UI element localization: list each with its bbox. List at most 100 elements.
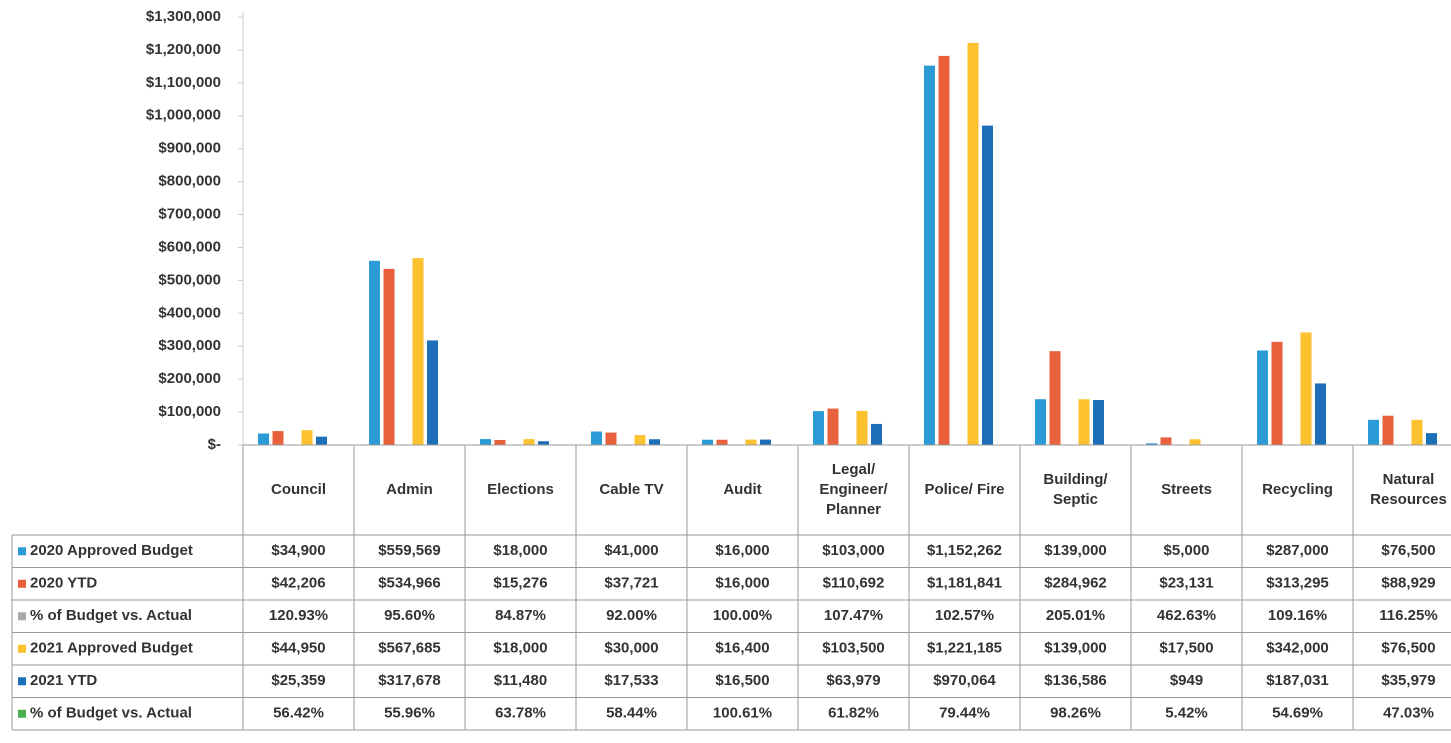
- bar: [827, 408, 839, 445]
- table-value: 116.25%: [1379, 607, 1437, 624]
- bar: [494, 439, 506, 445]
- x-tick-label: Audit: [723, 481, 762, 498]
- table-value: 120.93%: [269, 607, 328, 624]
- table-value: $284,962: [1044, 575, 1107, 592]
- table-value: $559,569: [378, 542, 441, 559]
- bar: [1078, 399, 1090, 445]
- bar: [871, 423, 882, 445]
- bar: [924, 65, 935, 445]
- table-value: $44,950: [271, 640, 325, 657]
- bar: [383, 268, 395, 445]
- table-value: $16,400: [715, 640, 769, 657]
- table-value: $17,500: [1159, 640, 1213, 657]
- bar: [1049, 351, 1061, 445]
- category-cell: Council: [271, 481, 326, 498]
- bar: [1411, 419, 1423, 445]
- legend-label: 2021 Approved Budget: [30, 640, 193, 657]
- legend-label: 2020 Approved Budget: [30, 542, 193, 559]
- legend-label: 2020 YTD: [30, 575, 97, 592]
- bar: [1315, 383, 1326, 445]
- table-value: 79.44%: [939, 705, 990, 722]
- table-value: 54.69%: [1272, 705, 1323, 722]
- table-value: $11,480: [494, 672, 547, 689]
- bar: [538, 441, 549, 445]
- bar: [1160, 437, 1172, 445]
- table-value: 55.96%: [384, 705, 435, 722]
- legend-swatch: [18, 547, 26, 556]
- table-value: $42,206: [271, 575, 325, 592]
- table-value: $139,000: [1044, 640, 1107, 657]
- bar: [1368, 419, 1379, 445]
- table-value: 107.47%: [824, 607, 883, 624]
- bar: [591, 431, 602, 445]
- x-tick-label: Legal/ Engineer/ Planner: [819, 461, 888, 518]
- table-value: $25,359: [271, 672, 325, 689]
- category-cell: Police/ Fire: [924, 481, 1005, 498]
- bar: [649, 439, 660, 445]
- table-value: 100.00%: [713, 607, 772, 624]
- legend-swatch: [18, 579, 26, 588]
- x-tick-label: Recycling: [1262, 481, 1333, 498]
- table-value: 56.42%: [273, 705, 324, 722]
- table-value: $110,692: [823, 575, 885, 592]
- table-value: $1,152,262: [927, 542, 1002, 559]
- category-cell: Elections: [487, 481, 554, 498]
- bar: [1300, 332, 1312, 445]
- table-value: $287,000: [1266, 542, 1329, 559]
- table-value: 205.01%: [1046, 607, 1105, 624]
- table-value: $1,221,185: [927, 640, 1002, 657]
- x-tick-label: Building/ Septic: [1043, 471, 1108, 508]
- y-tick-label: $1,000,000: [146, 107, 221, 124]
- table-value: 98.26%: [1050, 705, 1101, 722]
- table-value: $16,000: [715, 542, 769, 559]
- bar: [813, 411, 824, 445]
- bar: [412, 258, 424, 445]
- bar: [1426, 433, 1437, 445]
- bar: [760, 439, 771, 445]
- bar: [1257, 350, 1268, 445]
- y-tick-label: $700,000: [158, 206, 221, 223]
- table-value: $30,000: [604, 640, 658, 657]
- table-value: 462.63%: [1157, 607, 1216, 624]
- table-value: $534,966: [378, 575, 441, 592]
- table-value: $317,678: [378, 672, 441, 689]
- legend-label: 2021 YTD: [30, 672, 97, 689]
- bar: [272, 431, 284, 445]
- table-value: $1,181,841: [927, 575, 1002, 592]
- table-value: $5,000: [1164, 542, 1210, 559]
- legend-label: % of Budget vs. Actual: [30, 607, 192, 624]
- table-value: $76,500: [1381, 542, 1435, 559]
- bar: [316, 436, 327, 445]
- table-value: $34,900: [271, 542, 325, 559]
- x-tick-label: Police/ Fire: [924, 481, 1005, 498]
- table-value: $76,500: [1381, 640, 1435, 657]
- table-value: $313,295: [1266, 575, 1329, 592]
- legend-swatch: [18, 677, 26, 686]
- legend-swatch: [18, 709, 26, 718]
- table-value: 102.57%: [935, 607, 994, 624]
- table-value: $16,500: [715, 672, 769, 689]
- y-tick-label: $-: [208, 436, 221, 453]
- bar: [1035, 399, 1046, 445]
- table-value: $139,000: [1044, 542, 1107, 559]
- bar: [369, 260, 380, 445]
- bar: [1146, 443, 1157, 445]
- table-value: 5.42%: [1165, 705, 1208, 722]
- category-cell: Admin: [386, 481, 433, 498]
- category-cell: Natural Resources: [1370, 471, 1447, 508]
- bar: [967, 42, 979, 445]
- x-tick-label: Elections: [487, 481, 554, 498]
- table-value: $949: [1170, 672, 1203, 689]
- category-cell: Cable TV: [599, 481, 664, 498]
- bar: [716, 439, 728, 445]
- table-value: 47.03%: [1383, 705, 1434, 722]
- category-cell: Building/ Septic: [1043, 471, 1108, 508]
- legend-swatch: [18, 612, 26, 621]
- x-tick-label: Cable TV: [599, 481, 664, 498]
- table-value: 92.00%: [606, 607, 657, 624]
- bar: [301, 430, 313, 445]
- bar: [982, 125, 993, 445]
- category-cell: Streets: [1161, 481, 1212, 498]
